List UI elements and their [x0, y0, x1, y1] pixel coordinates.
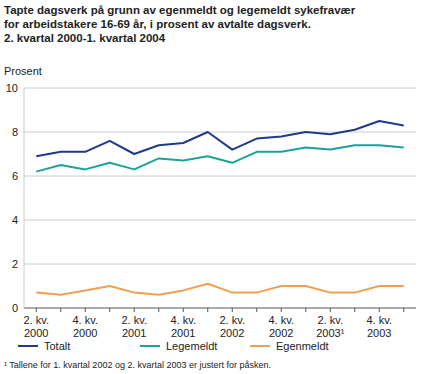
y-tick-label: 2	[12, 258, 18, 270]
x-tick-label: 4. kv.2003	[367, 314, 392, 339]
x-tick	[134, 308, 135, 312]
chart-container: Tapte dagsverk på grunn av egenmeldt og …	[0, 0, 427, 374]
x-tick	[207, 308, 208, 312]
grid-line	[24, 88, 416, 89]
x-tick-label: 2. kv.2000	[24, 314, 49, 339]
chart: Tapte dagsverk på grunn av egenmeldt og …	[0, 0, 427, 374]
series-line	[36, 121, 404, 156]
x-tick	[232, 308, 233, 312]
x-tick	[60, 308, 61, 312]
grid-line	[24, 264, 416, 265]
x-tick	[109, 308, 110, 312]
y-tick-label: 10	[6, 82, 18, 94]
grid-line	[24, 176, 416, 177]
legend-swatch	[18, 345, 38, 347]
y-tick-label: 4	[12, 214, 18, 226]
x-tick	[256, 308, 257, 312]
y-tick-label: 0	[12, 302, 18, 314]
x-tick	[379, 308, 380, 312]
legend-label: Egenmeldt	[276, 340, 329, 352]
series-line	[36, 284, 404, 295]
legend-swatch	[140, 345, 160, 347]
x-tick	[85, 308, 86, 312]
plot-area	[36, 121, 404, 295]
x-tick	[403, 308, 404, 312]
legend-label: Totalt	[44, 340, 70, 352]
x-tick-label: 4. kv.2000	[73, 314, 98, 339]
x-tick	[36, 308, 37, 312]
grid-line	[24, 220, 416, 221]
y-tick-label: 6	[12, 170, 18, 182]
footnote: ¹ Tallene for 1. kvartal 2002 og 2. kvar…	[4, 360, 271, 370]
x-tick-label: 4. kv.2002	[269, 314, 294, 339]
x-tick-label: 2. kv.2002	[220, 314, 245, 339]
x-tick	[305, 308, 306, 312]
legend-swatch	[250, 345, 270, 347]
x-tick-label: 2. kv.2003¹	[316, 314, 344, 339]
y-axis-line	[24, 88, 25, 308]
x-tick	[330, 308, 331, 312]
x-tick	[354, 308, 355, 312]
grid-line	[24, 308, 416, 309]
x-tick	[183, 308, 184, 312]
y-axis-label: Prosent	[4, 65, 42, 77]
x-tick-label: 2. kv.2001	[122, 314, 147, 339]
series-line	[36, 145, 404, 171]
y-tick-label: 8	[12, 126, 18, 138]
title: Tapte dagsverk på grunn av egenmeldt og …	[4, 4, 356, 44]
legend-label: Legemeldt	[166, 340, 217, 352]
x-tick-label: 4. kv.2001	[171, 314, 196, 339]
x-tick	[281, 308, 282, 312]
grid-line	[24, 132, 416, 133]
x-tick	[158, 308, 159, 312]
